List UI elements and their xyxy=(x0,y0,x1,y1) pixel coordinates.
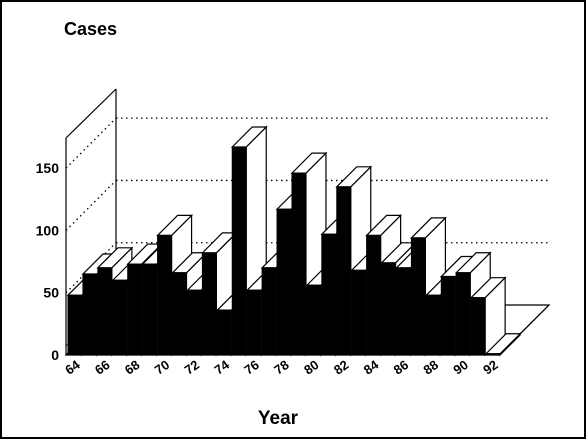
bar-front-88 xyxy=(425,294,441,356)
bar-front-77 xyxy=(261,267,277,356)
x-axis-title: Year xyxy=(258,408,299,429)
bar-front-78 xyxy=(276,208,292,356)
bar-front-73 xyxy=(201,252,217,356)
x-tick-label: 76 xyxy=(241,357,261,378)
bars xyxy=(66,125,522,357)
bar-front-87 xyxy=(410,237,426,356)
x-tick-label: 74 xyxy=(212,357,233,378)
bar-front-68 xyxy=(127,263,143,356)
bar-front-69 xyxy=(142,263,158,356)
y-tick-label: 150 xyxy=(36,160,60,176)
bar-92 xyxy=(484,332,522,357)
bar-front-80 xyxy=(306,284,322,356)
bar-front-72 xyxy=(186,289,202,356)
x-tick-label: 84 xyxy=(361,357,382,378)
x-tick-label: 82 xyxy=(331,357,351,378)
y-tick-label: 100 xyxy=(36,222,60,238)
y-tick-label: 50 xyxy=(43,285,59,301)
bar-front-81 xyxy=(321,233,337,356)
x-tick-label: 86 xyxy=(391,357,411,378)
bar-front-84 xyxy=(366,234,382,356)
y-axis-title: Cases xyxy=(64,19,117,39)
x-tick-label: 66 xyxy=(92,357,112,378)
bar-front-65 xyxy=(82,273,98,356)
y-tick-labels: 0 50 100 150 xyxy=(36,160,60,363)
bar-front-67 xyxy=(112,279,128,356)
bar-front-91 xyxy=(470,297,486,356)
bar-front-89 xyxy=(440,276,456,356)
x-tick-label: 72 xyxy=(182,357,202,378)
bar-front-82 xyxy=(336,186,352,356)
bar-front-83 xyxy=(351,269,367,356)
bar-front-79 xyxy=(291,172,307,356)
bar-front-86 xyxy=(395,267,411,356)
y-tick-label: 0 xyxy=(51,347,59,363)
x-tick-label: 70 xyxy=(152,357,172,378)
bar-front-70 xyxy=(157,234,173,356)
bar-front-76 xyxy=(246,289,262,356)
bar-front-75 xyxy=(231,146,247,356)
bar-front-64 xyxy=(67,294,83,356)
x-tick-label: 88 xyxy=(421,357,441,378)
bar-front-66 xyxy=(97,267,113,356)
x-tick-label: 92 xyxy=(480,357,500,378)
bar-front-90 xyxy=(455,272,471,356)
bar-front-71 xyxy=(172,272,188,356)
bar-front-85 xyxy=(381,262,397,356)
x-tick-label: 68 xyxy=(122,357,142,378)
x-tick-label: 90 xyxy=(450,357,470,378)
x-tick-label: 78 xyxy=(271,357,291,378)
x-tick-label: 64 xyxy=(62,357,83,378)
bar-front-74 xyxy=(216,309,232,356)
x-tick-labels: 64 66 68 70 72 74 76 78 80 82 84 86 88 90 92 xyxy=(62,357,501,378)
x-tick-label: 80 xyxy=(301,357,321,378)
bar-front-92 xyxy=(485,353,501,356)
